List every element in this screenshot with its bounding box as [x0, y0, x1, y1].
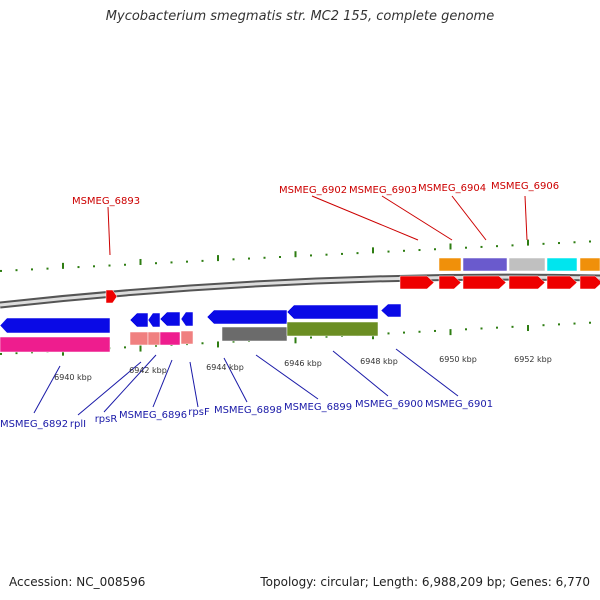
cds-rpsr [147, 331, 161, 346]
gene-rpli [129, 312, 149, 328]
topology-text: Topology: circular; Length: 6,988,209 bp… [260, 575, 590, 589]
gene-label-bottom: MSMEG_6892 [0, 419, 68, 430]
gene-msmeg-6900 [380, 303, 402, 318]
genome-title: Mycobacterium smegmatis str. MC2 155, co… [105, 9, 495, 24]
gene-forward [508, 275, 546, 290]
leader-rpli [77, 361, 142, 416]
cds-msmeg-6898 [221, 326, 288, 342]
leader-msmeg-6902 [311, 195, 419, 241]
gene-box-silver [508, 257, 546, 272]
gene-box-orange [438, 257, 462, 272]
gene-rpsf [180, 311, 194, 327]
gene-label-bottom: MSMEG_6898 [214, 405, 282, 416]
leader-msmeg-6896 [152, 359, 173, 408]
gene-msmeg-6898 [206, 309, 288, 325]
gene-forward [579, 275, 600, 290]
gene-label-bottom: rpsF [188, 407, 210, 418]
leader-msmeg-6901 [395, 348, 459, 397]
gene-label-bottom: MSMEG_6899 [284, 402, 352, 413]
gene-box-cyan [546, 257, 578, 272]
gene-msmeg-6892 [0, 317, 111, 334]
leader-msmeg-6904 [451, 195, 487, 241]
gene-forward [462, 275, 507, 290]
gene-msmeg-6893 [105, 289, 118, 304]
gene-label-top: MSMEG_6904 [418, 183, 486, 194]
leader-rpsr [103, 354, 157, 413]
cds-rpsf [180, 330, 194, 345]
accession-text: Accession: NC_008596 [9, 575, 146, 589]
scale-label: 6950 kbp [439, 355, 477, 364]
leader-msmeg-6892 [33, 365, 61, 414]
scale-label: 6948 kbp [360, 357, 398, 366]
leader-msmeg-6898 [223, 357, 248, 403]
leader-rpsf [189, 361, 199, 408]
gene-label-top: MSMEG_6903 [349, 185, 417, 196]
leader-msmeg-6903 [381, 195, 453, 241]
cds-msmeg-6899 [286, 321, 379, 337]
gene-label-bottom: MSMEG_6901 [425, 399, 493, 410]
gene-label-top: MSMEG_6893 [72, 196, 140, 207]
cds-rpli [129, 331, 149, 346]
leader-msmeg-6906 [524, 195, 528, 241]
leader-msmeg-6893 [107, 206, 111, 256]
gene-forward [438, 275, 462, 290]
label-leaders [33, 195, 528, 416]
gene-label-top: MSMEG_6906 [491, 181, 559, 192]
gene-box-orange-2 [579, 257, 600, 272]
cds-msmeg-6896 [159, 331, 181, 346]
scale-label: 6944 kbp [206, 363, 244, 372]
scale-labels: 6940 kbp 6942 kbp 6944 kbp 6946 kbp 6948 kbp… [54, 355, 552, 382]
gene-rpsr [147, 312, 161, 328]
leader-msmeg-6900 [332, 350, 389, 397]
gene-msmeg-6896 [159, 311, 181, 327]
gene-box-slate [462, 257, 508, 272]
scale-label: 6946 kbp [284, 359, 322, 368]
gene-forward [399, 275, 435, 290]
gene-msmeg-6899 [286, 304, 379, 320]
gene-forward [546, 275, 578, 290]
scale-label: 6942 kbp [129, 366, 167, 375]
tick-marks-outer [0, 239, 591, 272]
scale-label: 6952 kbp [514, 355, 552, 364]
gene-label-bottom: rpsR [95, 414, 118, 425]
gene-label-bottom: MSMEG_6900 [355, 399, 423, 410]
leader-msmeg-6899 [255, 354, 319, 400]
gene-label-bottom: rplI [70, 419, 86, 430]
gene-features [0, 257, 600, 353]
cds-msmeg-6892 [0, 336, 111, 353]
gene-labels: MSMEG_6893 MSMEG_6902 MSMEG_6903 MSMEG_6904… [0, 181, 559, 430]
scale-label: 6940 kbp [54, 373, 92, 382]
gene-label-top: MSMEG_6902 [279, 185, 347, 196]
gene-label-bottom: MSMEG_6896 [119, 410, 187, 421]
